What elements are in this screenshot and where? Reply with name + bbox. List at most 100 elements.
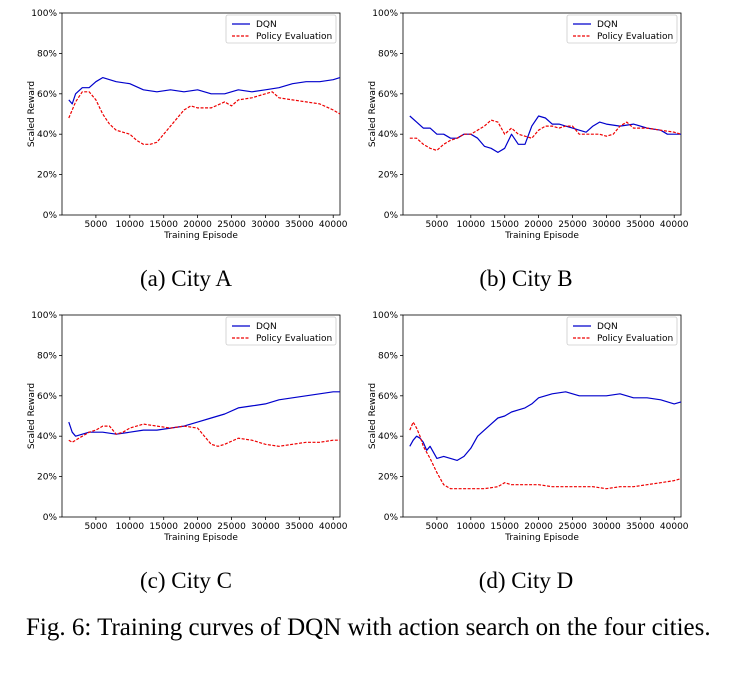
- legend-box: [225, 316, 337, 346]
- legend-label-dqn: DQN: [256, 322, 277, 332]
- x-tick-label: 5000: [84, 220, 107, 230]
- legend-label-dqn: DQN: [597, 20, 618, 30]
- y-tick-label: 60%: [37, 392, 57, 402]
- y-tick-label: 100%: [31, 9, 57, 19]
- y-axis-label: Scaled Reward: [368, 81, 378, 147]
- plot-frame: [402, 314, 682, 518]
- chart-city-a: 0% 20% 40% 60% 80% 100% 5000 10000 15000 20000 250…: [0, 0, 348, 250]
- x-tick-label: 15000: [490, 522, 519, 532]
- y-tick-label: 100%: [372, 311, 398, 321]
- y-tick-label: 80%: [37, 49, 57, 59]
- y-tick-label: 100%: [31, 311, 57, 321]
- legend-label-dqn: DQN: [256, 20, 277, 30]
- legend-box: [566, 316, 678, 346]
- x-tick-label: 40000: [660, 522, 689, 532]
- y-tick-label: 60%: [378, 392, 398, 402]
- y-tick-label: 80%: [378, 351, 398, 361]
- x-tick-label: 30000: [592, 522, 621, 532]
- figure-caption: Fig. 6: Training curves of DQN with acti…: [26, 614, 711, 641]
- y-tick-label: 40%: [378, 432, 398, 442]
- y-tick-label: 60%: [37, 90, 57, 100]
- sublabel-city-a: (a) City A: [140, 266, 232, 291]
- series-line-policy-evaluation: [68, 423, 340, 447]
- y-tick-label: 0%: [43, 211, 58, 221]
- y-tick-label: 60%: [378, 90, 398, 100]
- y-tick-label: 0%: [384, 211, 399, 221]
- y-tick-label: 20%: [378, 473, 398, 483]
- x-tick-label: 15000: [149, 220, 178, 230]
- plot-city-c: 0% 20% 40% 60% 80% 100% 5000 10000 15000 20000 250…: [27, 311, 348, 543]
- y-tick-label: 40%: [378, 130, 398, 140]
- series-line-policy-evaluation: [68, 91, 341, 145]
- legend-label-policy-evaluation: Policy Evaluation: [256, 32, 332, 42]
- x-tick-label: 40000: [660, 220, 689, 230]
- legend: DQN Policy Evaluation: [566, 316, 678, 346]
- plot-city-a: 0% 20% 40% 60% 80% 100% 5000 10000 15000 20000 250…: [27, 9, 348, 241]
- y-axis-label: Scaled Reward: [27, 383, 37, 449]
- x-tick-label: 40000: [319, 522, 348, 532]
- y-tick-label: 80%: [37, 351, 57, 361]
- y-axis-label: Scaled Reward: [27, 81, 37, 147]
- series-line-policy-evaluation: [409, 421, 682, 490]
- x-tick-label: 10000: [456, 220, 485, 230]
- x-tick-label: 35000: [285, 220, 314, 230]
- x-tick-label: 20000: [524, 220, 553, 230]
- x-tick-label: 10000: [115, 220, 144, 230]
- x-tick-label: 30000: [592, 220, 621, 230]
- series-line-dqn: [68, 76, 341, 105]
- y-tick-label: 0%: [43, 513, 58, 523]
- legend-label-policy-evaluation: Policy Evaluation: [597, 334, 673, 344]
- x-tick-label: 35000: [626, 522, 655, 532]
- x-tick-label: 5000: [425, 220, 448, 230]
- x-tick-label: 30000: [251, 522, 280, 532]
- x-tick-label: 15000: [490, 220, 519, 230]
- x-axis-label: Training Episode: [504, 231, 579, 241]
- x-tick-label: 10000: [456, 522, 485, 532]
- chart-city-d: 0% 20% 40% 60% 80% 100% 5000 10000 15000 20000 250…: [341, 302, 689, 552]
- x-tick-label: 20000: [524, 522, 553, 532]
- series-line-dqn: [409, 115, 681, 153]
- series-line-dqn: [68, 391, 340, 437]
- plot-city-d: 0% 20% 40% 60% 80% 100% 5000 10000 15000 20000 250…: [368, 311, 689, 543]
- x-tick-label: 25000: [558, 522, 587, 532]
- y-tick-label: 100%: [372, 9, 398, 19]
- x-tick-label: 10000: [115, 522, 144, 532]
- y-tick-label: 20%: [37, 473, 57, 483]
- plot-frame: [61, 314, 341, 518]
- x-tick-label: 40000: [319, 220, 348, 230]
- series-line-policy-evaluation: [409, 119, 682, 151]
- x-tick-label: 5000: [84, 522, 107, 532]
- y-tick-label: 40%: [37, 130, 57, 140]
- x-tick-label: 30000: [251, 220, 280, 230]
- legend-label-policy-evaluation: Policy Evaluation: [256, 334, 332, 344]
- legend-box: [225, 14, 337, 44]
- x-tick-label: 35000: [285, 522, 314, 532]
- plot-city-b: 0% 20% 40% 60% 80% 100% 5000 10000 15000 20000 250…: [368, 9, 689, 241]
- x-tick-label: 20000: [183, 522, 212, 532]
- chart-city-b: 0% 20% 40% 60% 80% 100% 5000 10000 15000 20000 250…: [341, 0, 689, 250]
- sublabel-city-d: (d) City D: [478, 568, 574, 593]
- x-tick-label: 35000: [626, 220, 655, 230]
- legend-label-policy-evaluation: Policy Evaluation: [597, 32, 673, 42]
- x-axis-label: Training Episode: [163, 533, 238, 543]
- y-tick-label: 80%: [378, 49, 398, 59]
- y-tick-label: 20%: [37, 171, 57, 181]
- series-line-dqn: [409, 391, 682, 461]
- x-axis-label: Training Episode: [163, 231, 238, 241]
- y-tick-label: 20%: [378, 171, 398, 181]
- sublabel-city-b: (b) City B: [479, 266, 573, 291]
- x-tick-label: 15000: [149, 522, 178, 532]
- legend: DQN Policy Evaluation: [566, 14, 678, 44]
- y-axis-label: Scaled Reward: [368, 383, 378, 449]
- x-tick-label: 25000: [558, 220, 587, 230]
- chart-city-c: 0% 20% 40% 60% 80% 100% 5000 10000 15000 20000 250…: [0, 302, 348, 552]
- x-tick-label: 5000: [425, 522, 448, 532]
- legend-label-dqn: DQN: [597, 322, 618, 332]
- x-tick-label: 20000: [183, 220, 212, 230]
- legend: DQN Policy Evaluation: [225, 14, 337, 44]
- y-tick-label: 40%: [37, 432, 57, 442]
- legend: DQN Policy Evaluation: [225, 316, 337, 346]
- legend-box: [566, 14, 678, 44]
- x-axis-label: Training Episode: [504, 533, 579, 543]
